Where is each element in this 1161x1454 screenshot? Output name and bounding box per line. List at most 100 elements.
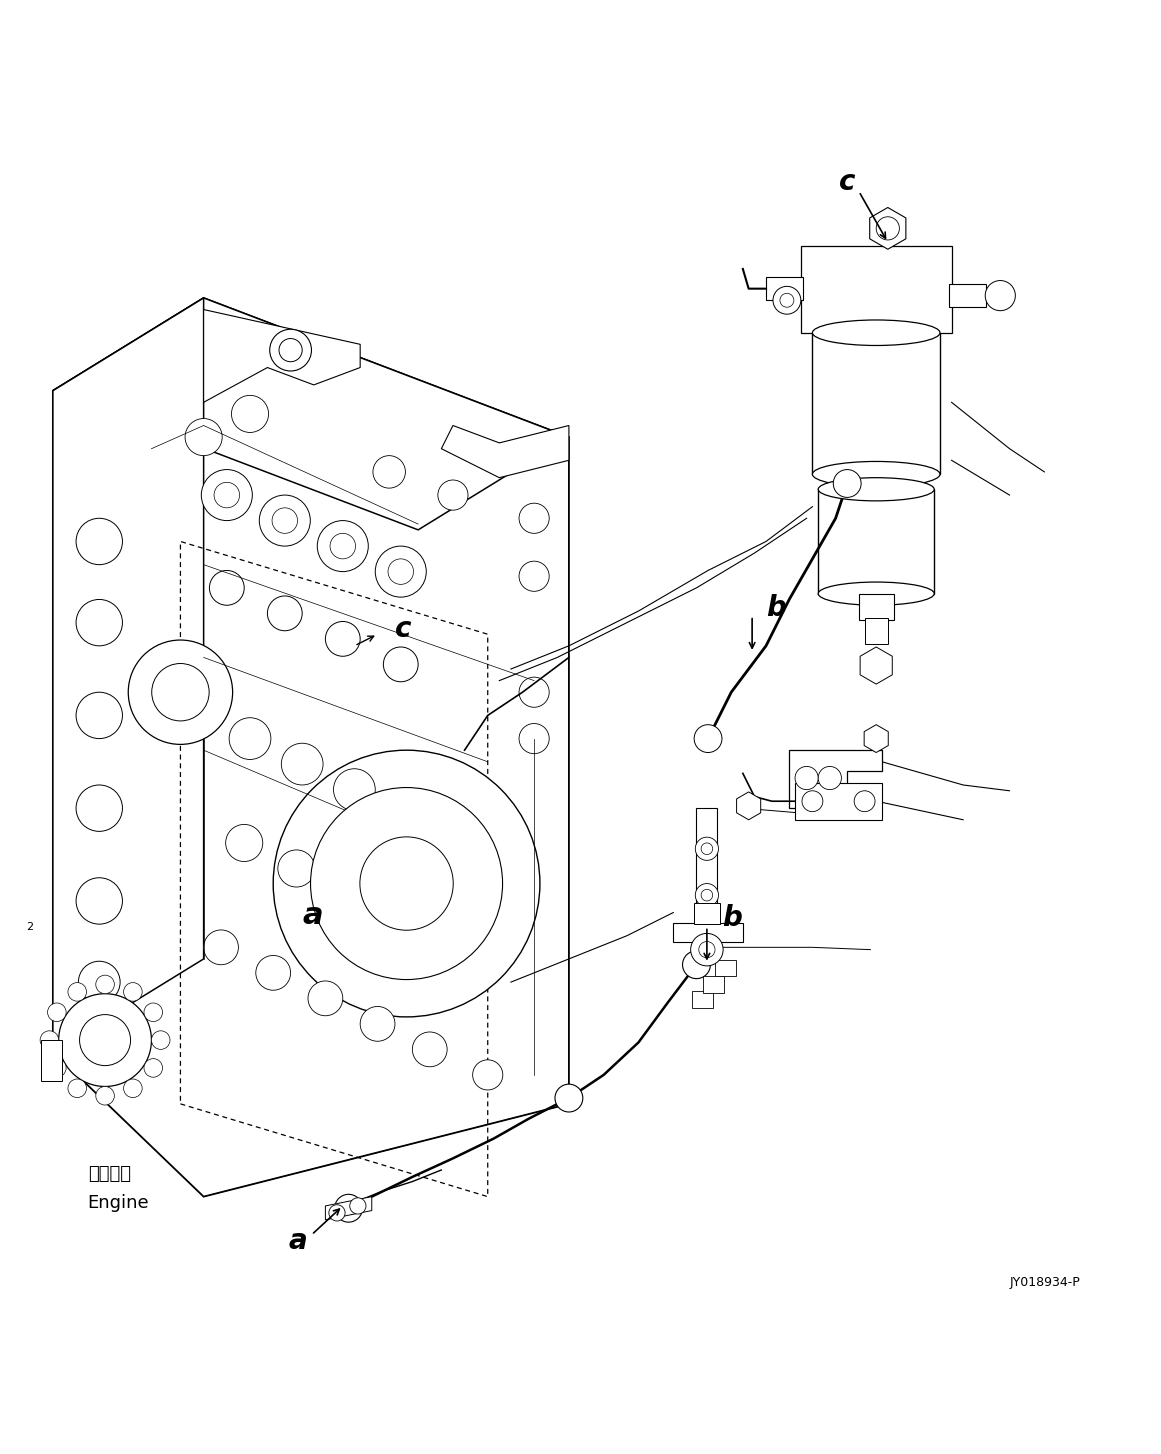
Bar xyxy=(692,992,713,1008)
Text: JY018934-P: JY018934-P xyxy=(1010,1277,1080,1288)
Circle shape xyxy=(77,692,122,739)
Circle shape xyxy=(334,1194,362,1223)
Polygon shape xyxy=(860,647,893,683)
Circle shape xyxy=(695,838,719,861)
Text: c: c xyxy=(839,169,856,196)
Circle shape xyxy=(59,993,151,1086)
Polygon shape xyxy=(736,792,760,820)
Text: b: b xyxy=(722,904,742,932)
Bar xyxy=(715,960,736,976)
Circle shape xyxy=(267,596,302,631)
Text: 2: 2 xyxy=(26,922,34,932)
Circle shape xyxy=(412,1032,447,1067)
Polygon shape xyxy=(53,298,569,529)
Circle shape xyxy=(185,419,222,455)
Circle shape xyxy=(68,983,87,1002)
Circle shape xyxy=(201,470,252,521)
Circle shape xyxy=(203,931,238,964)
Circle shape xyxy=(41,1031,59,1050)
Circle shape xyxy=(259,494,310,547)
Circle shape xyxy=(68,1079,87,1098)
Circle shape xyxy=(317,521,368,571)
Bar xyxy=(859,593,894,621)
Circle shape xyxy=(691,933,723,965)
Circle shape xyxy=(438,480,468,510)
Bar xyxy=(865,618,888,644)
Circle shape xyxy=(325,621,360,656)
Circle shape xyxy=(375,547,426,598)
Circle shape xyxy=(333,769,375,810)
Circle shape xyxy=(877,217,900,240)
Circle shape xyxy=(373,455,405,489)
Circle shape xyxy=(819,766,842,790)
Circle shape xyxy=(144,1003,163,1022)
Circle shape xyxy=(77,599,122,646)
Circle shape xyxy=(209,570,244,605)
Polygon shape xyxy=(870,208,906,249)
Circle shape xyxy=(152,663,209,721)
Circle shape xyxy=(123,983,142,1002)
Circle shape xyxy=(279,339,302,362)
Circle shape xyxy=(225,824,262,862)
Circle shape xyxy=(269,329,311,371)
Circle shape xyxy=(151,1031,170,1050)
Bar xyxy=(673,923,743,942)
Circle shape xyxy=(272,507,297,534)
Circle shape xyxy=(519,678,549,707)
Polygon shape xyxy=(203,310,360,403)
Circle shape xyxy=(96,976,114,993)
Circle shape xyxy=(277,851,315,887)
Bar xyxy=(801,246,952,333)
Text: a: a xyxy=(288,1227,307,1255)
Circle shape xyxy=(77,518,122,564)
Polygon shape xyxy=(325,1197,372,1220)
Polygon shape xyxy=(789,750,882,808)
Circle shape xyxy=(683,951,711,979)
Circle shape xyxy=(255,955,290,990)
Circle shape xyxy=(360,838,453,931)
Circle shape xyxy=(310,788,503,980)
Circle shape xyxy=(834,470,861,497)
Circle shape xyxy=(349,1198,366,1214)
Ellipse shape xyxy=(819,582,935,605)
Circle shape xyxy=(330,534,355,558)
Circle shape xyxy=(773,286,801,314)
Circle shape xyxy=(79,961,120,1003)
Bar xyxy=(795,782,882,820)
Circle shape xyxy=(281,743,323,785)
Bar xyxy=(42,1040,63,1080)
Circle shape xyxy=(144,1059,163,1077)
Circle shape xyxy=(795,766,819,790)
Polygon shape xyxy=(53,298,203,1051)
Ellipse shape xyxy=(813,320,940,346)
Circle shape xyxy=(519,724,549,753)
Circle shape xyxy=(695,884,719,907)
Circle shape xyxy=(699,942,715,958)
Circle shape xyxy=(329,1205,345,1221)
Text: Engine: Engine xyxy=(88,1194,150,1213)
Bar xyxy=(766,278,803,301)
Circle shape xyxy=(231,395,268,432)
Circle shape xyxy=(273,750,540,1016)
Circle shape xyxy=(519,561,549,592)
Text: a: a xyxy=(302,901,323,931)
Text: b: b xyxy=(766,593,786,622)
Circle shape xyxy=(308,981,342,1016)
Text: エンジン: エンジン xyxy=(88,1165,131,1184)
Circle shape xyxy=(694,724,722,753)
Ellipse shape xyxy=(813,461,940,487)
Circle shape xyxy=(80,1015,130,1066)
Circle shape xyxy=(555,1085,583,1112)
Circle shape xyxy=(48,1059,66,1077)
Bar xyxy=(813,332,940,474)
Circle shape xyxy=(229,718,271,759)
Bar xyxy=(697,808,717,936)
Text: c: c xyxy=(395,615,411,643)
Circle shape xyxy=(519,503,549,534)
Circle shape xyxy=(330,875,367,913)
Ellipse shape xyxy=(819,478,935,500)
Circle shape xyxy=(77,878,122,925)
Bar xyxy=(819,490,935,593)
Circle shape xyxy=(360,1006,395,1041)
Circle shape xyxy=(48,1003,66,1022)
